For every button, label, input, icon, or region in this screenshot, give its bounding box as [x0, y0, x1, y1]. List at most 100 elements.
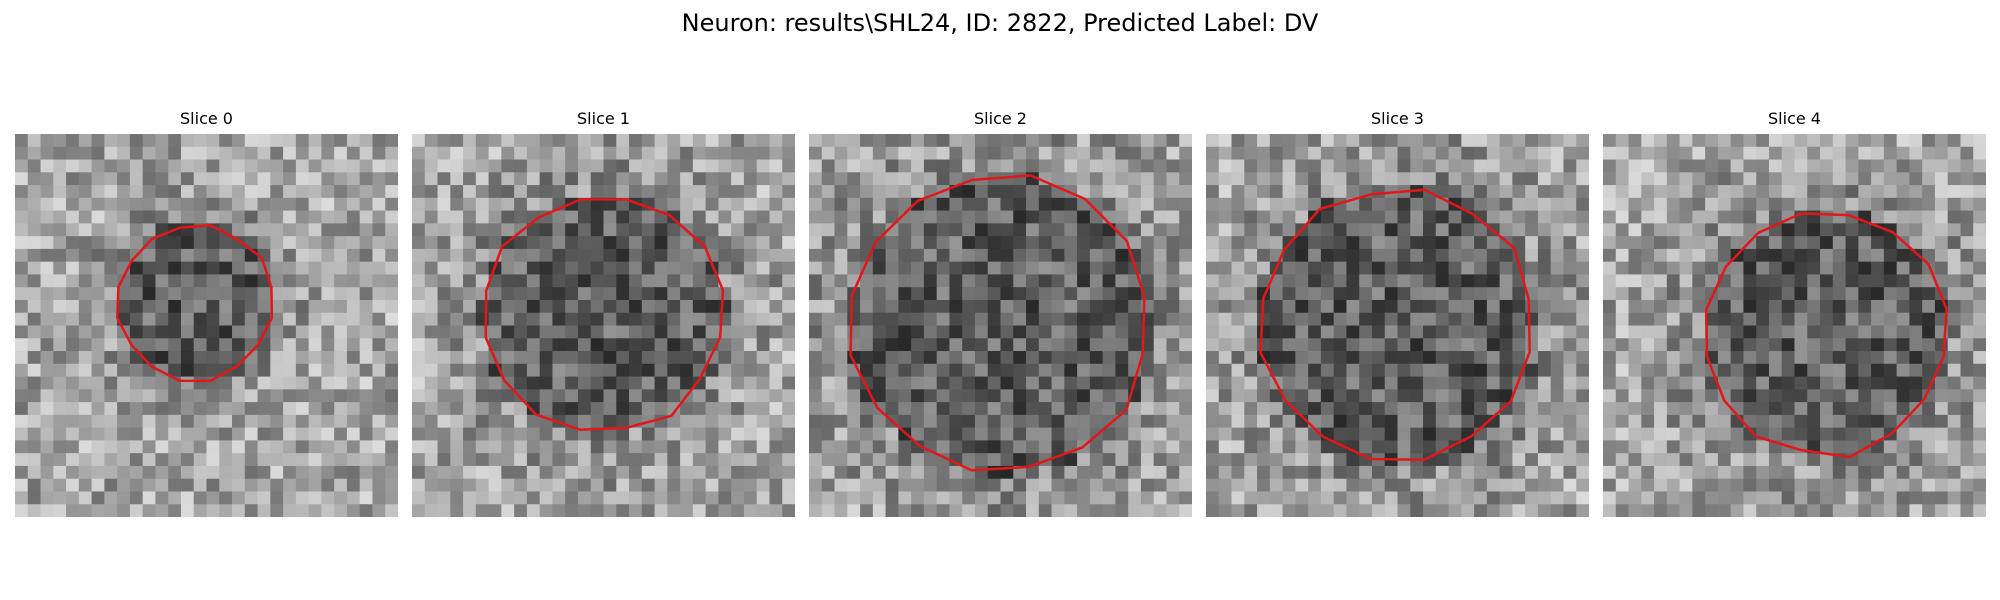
- pixel: [1038, 440, 1053, 454]
- pixel: [936, 465, 951, 480]
- pixel: [1794, 376, 1808, 390]
- pixel: [526, 197, 541, 212]
- pixel: [949, 338, 963, 352]
- pixel: [1499, 261, 1513, 276]
- pixel: [1896, 338, 1910, 352]
- pixel: [308, 185, 322, 199]
- pixel: [244, 402, 259, 416]
- pixel: [1871, 427, 1885, 441]
- pixel: [860, 223, 874, 237]
- pixel: [40, 236, 54, 250]
- pixel: [359, 287, 374, 301]
- pixel: [1089, 210, 1104, 224]
- pixel: [616, 274, 630, 288]
- pixel: [743, 134, 758, 148]
- pixel: [1423, 274, 1437, 288]
- pixel: [641, 478, 656, 493]
- pixel: [718, 402, 732, 416]
- pixel: [155, 440, 169, 454]
- pixel: [1051, 146, 1065, 161]
- pixel: [718, 223, 732, 237]
- pixel: [334, 248, 348, 263]
- pixel: [1499, 287, 1513, 301]
- pixel: [949, 210, 963, 224]
- pixel: [1244, 376, 1258, 390]
- pixel: [385, 389, 398, 403]
- pixel: [1013, 172, 1027, 186]
- pixel: [244, 389, 259, 403]
- pixel: [552, 299, 566, 314]
- pixel: [847, 223, 861, 237]
- pixel: [117, 172, 131, 186]
- pixel: [885, 351, 899, 365]
- pixel: [359, 210, 374, 224]
- pixel: [424, 197, 439, 212]
- pixel: [1692, 223, 1706, 237]
- pixel: [1692, 504, 1706, 517]
- pixel: [244, 261, 259, 276]
- pixel: [860, 172, 874, 186]
- pixel: [129, 453, 144, 467]
- pixel: [1231, 172, 1245, 186]
- pixel: [1153, 299, 1168, 314]
- pixel: [1461, 287, 1475, 301]
- pixel: [437, 274, 451, 288]
- pixel: [66, 453, 80, 467]
- pixel: [1654, 159, 1668, 173]
- pixel: [731, 414, 745, 429]
- pixel: [1730, 312, 1745, 327]
- pixel: [1115, 185, 1129, 199]
- pixel: [193, 453, 208, 467]
- pixel: [667, 427, 681, 441]
- pixel: [923, 134, 938, 148]
- pixel: [539, 172, 554, 186]
- pixel: [1512, 134, 1526, 148]
- pixel: [1064, 363, 1078, 378]
- pixel: [1499, 504, 1513, 517]
- pixel: [66, 236, 80, 250]
- pixel: [514, 453, 528, 467]
- pixel: [1295, 299, 1309, 314]
- pixel: [104, 440, 118, 454]
- pixel: [911, 159, 925, 173]
- pixel: [66, 223, 80, 237]
- pixel: [1026, 261, 1040, 276]
- pixel: [1115, 172, 1129, 186]
- pixel: [1410, 478, 1424, 493]
- pixel: [1756, 491, 1770, 505]
- pixel: [1013, 134, 1027, 148]
- pixel: [923, 504, 938, 517]
- pixel: [1973, 236, 1986, 250]
- pixel: [1654, 504, 1668, 517]
- pixel: [1563, 274, 1577, 288]
- pixel: [168, 172, 182, 186]
- pixel: [1525, 402, 1539, 416]
- pixel: [257, 389, 271, 403]
- pixel: [1282, 287, 1296, 301]
- pixel: [1346, 261, 1360, 276]
- pixel: [1563, 453, 1577, 467]
- pixel: [1346, 299, 1360, 314]
- pixel: [1295, 197, 1309, 212]
- pixel: [270, 440, 284, 454]
- pixel: [283, 363, 297, 378]
- pixel: [1832, 210, 1847, 224]
- pixel: [1128, 223, 1142, 237]
- pixel: [1218, 197, 1233, 212]
- pixel: [1384, 504, 1399, 517]
- pixel: [1858, 402, 1872, 416]
- pixel: [1397, 351, 1411, 365]
- pixel: [1654, 453, 1668, 467]
- pixel: [1705, 159, 1719, 173]
- neuron-contour: [116, 223, 274, 383]
- pixel: [1705, 172, 1719, 186]
- pixel: [949, 504, 963, 517]
- pixel: [1973, 299, 1986, 314]
- pixel: [1768, 478, 1783, 493]
- pixel: [1397, 478, 1411, 493]
- pixel: [1628, 389, 1642, 403]
- pixel: [91, 427, 105, 441]
- pixel: [78, 325, 93, 339]
- pixel: [1102, 248, 1116, 263]
- pixel: [219, 236, 233, 250]
